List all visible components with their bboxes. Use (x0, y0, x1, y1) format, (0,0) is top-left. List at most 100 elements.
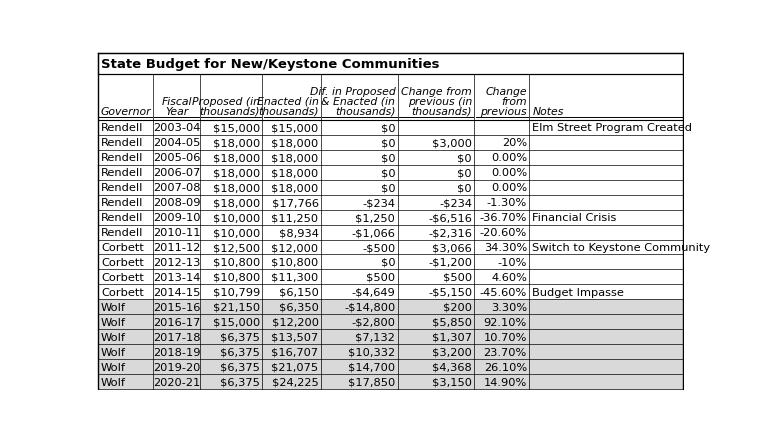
Text: $6,375: $6,375 (220, 347, 260, 357)
Bar (98, 166, 682, 180)
Text: 2017-18: 2017-18 (153, 332, 201, 342)
Text: $200: $200 (443, 302, 472, 312)
Text: $18,000: $18,000 (213, 168, 260, 178)
Text: Wolf: Wolf (101, 347, 126, 357)
Bar (98, 225, 682, 240)
Text: -45.60%: -45.60% (480, 287, 527, 297)
Text: -$234: -$234 (363, 198, 395, 208)
Text: Change: Change (486, 86, 527, 96)
Text: $0: $0 (458, 168, 472, 178)
Text: $6,375: $6,375 (220, 362, 260, 372)
Text: 2008-09: 2008-09 (153, 198, 201, 208)
Text: 10.70%: 10.70% (483, 332, 527, 342)
Text: -36.70%: -36.70% (480, 212, 527, 223)
Text: $500: $500 (443, 272, 472, 282)
Text: $7,132: $7,132 (356, 332, 395, 342)
Text: -$234: -$234 (439, 198, 472, 208)
Bar (98, 374, 682, 389)
Text: $18,000: $18,000 (213, 153, 260, 163)
Text: previous: previous (480, 107, 527, 117)
Text: $21,075: $21,075 (271, 362, 318, 372)
Text: Elm Street Program Created: Elm Street Program Created (532, 123, 692, 133)
Text: $8,934: $8,934 (279, 228, 318, 237)
Text: thousands): thousands) (412, 107, 472, 117)
Bar (98, 359, 682, 374)
Text: $17,766: $17,766 (271, 198, 318, 208)
Text: Rendell: Rendell (101, 183, 144, 193)
Text: $0: $0 (458, 153, 472, 163)
Text: $6,375: $6,375 (220, 377, 260, 387)
Text: thousands): thousands) (200, 107, 260, 117)
Bar (98, 151, 682, 166)
Text: from: from (502, 96, 527, 106)
Bar (98, 240, 682, 255)
Text: Wolf: Wolf (101, 302, 126, 312)
Text: $12,200: $12,200 (271, 317, 318, 327)
Text: 2014-15: 2014-15 (153, 287, 200, 297)
Text: $0: $0 (381, 168, 395, 178)
Text: -$2,800: -$2,800 (351, 317, 395, 327)
Text: Wolf: Wolf (101, 362, 126, 372)
Text: Rendell: Rendell (101, 198, 144, 208)
Text: $10,332: $10,332 (348, 347, 395, 357)
Text: 2013-14: 2013-14 (153, 272, 200, 282)
Text: Switch to Keystone Community: Switch to Keystone Community (532, 243, 711, 252)
Text: $11,300: $11,300 (271, 272, 318, 282)
Text: $3,000: $3,000 (432, 138, 472, 148)
Text: 2011-12: 2011-12 (153, 243, 200, 252)
Text: Wolf: Wolf (101, 332, 126, 342)
Text: $10,799: $10,799 (213, 287, 260, 297)
Text: $500: $500 (366, 272, 395, 282)
Text: $10,000: $10,000 (213, 212, 260, 223)
Text: 14.90%: 14.90% (483, 377, 527, 387)
Text: State Budget for New/Keystone Communities: State Budget for New/Keystone Communitie… (102, 58, 440, 71)
Text: $18,000: $18,000 (271, 153, 318, 163)
Text: Corbett: Corbett (101, 272, 144, 282)
Text: Corbett: Corbett (101, 287, 144, 297)
Text: Financial Crisis: Financial Crisis (532, 212, 616, 223)
Text: $10,800: $10,800 (213, 272, 260, 282)
Bar (98, 195, 682, 210)
Text: -$500: -$500 (362, 243, 395, 252)
Text: Corbett: Corbett (101, 243, 144, 252)
Text: 3.30%: 3.30% (491, 302, 527, 312)
Text: $24,225: $24,225 (272, 377, 318, 387)
Text: Year: Year (165, 107, 188, 117)
Text: Rendell: Rendell (101, 212, 144, 223)
Text: -$1,200: -$1,200 (428, 258, 472, 267)
Bar (98, 136, 682, 151)
Text: 2009-10: 2009-10 (153, 212, 201, 223)
Text: $1,307: $1,307 (432, 332, 472, 342)
Text: $6,350: $6,350 (279, 302, 318, 312)
Text: 2005-06: 2005-06 (153, 153, 200, 163)
Text: $11,250: $11,250 (271, 212, 318, 223)
Text: Change from: Change from (401, 86, 472, 96)
Text: $10,000: $10,000 (213, 228, 260, 237)
Text: 2007-08: 2007-08 (153, 183, 201, 193)
Text: $18,000: $18,000 (271, 168, 318, 178)
Text: $1,250: $1,250 (356, 212, 395, 223)
Text: $3,150: $3,150 (432, 377, 472, 387)
Text: 2010-11: 2010-11 (153, 228, 201, 237)
Text: Notes: Notes (532, 107, 564, 117)
Text: -$14,800: -$14,800 (344, 302, 395, 312)
Text: $21,150: $21,150 (213, 302, 260, 312)
Text: Proposed (in: Proposed (in (192, 96, 260, 106)
Text: 26.10%: 26.10% (484, 362, 527, 372)
Bar (98, 329, 682, 344)
Text: 92.10%: 92.10% (483, 317, 527, 327)
Text: 2012-13: 2012-13 (153, 258, 200, 267)
Text: $18,000: $18,000 (271, 183, 318, 193)
Text: $13,507: $13,507 (271, 332, 318, 342)
Bar (98, 121, 682, 136)
Text: $0: $0 (381, 123, 395, 133)
Text: Rendell: Rendell (101, 228, 144, 237)
Text: -$6,516: -$6,516 (428, 212, 472, 223)
Text: 2018-19: 2018-19 (153, 347, 201, 357)
Text: $4,368: $4,368 (432, 362, 472, 372)
Text: -1.30%: -1.30% (486, 198, 527, 208)
Text: $15,000: $15,000 (213, 317, 260, 327)
Text: $0: $0 (381, 258, 395, 267)
Text: 2003-04: 2003-04 (153, 123, 200, 133)
Text: & Enacted (in: & Enacted (in (321, 96, 395, 106)
